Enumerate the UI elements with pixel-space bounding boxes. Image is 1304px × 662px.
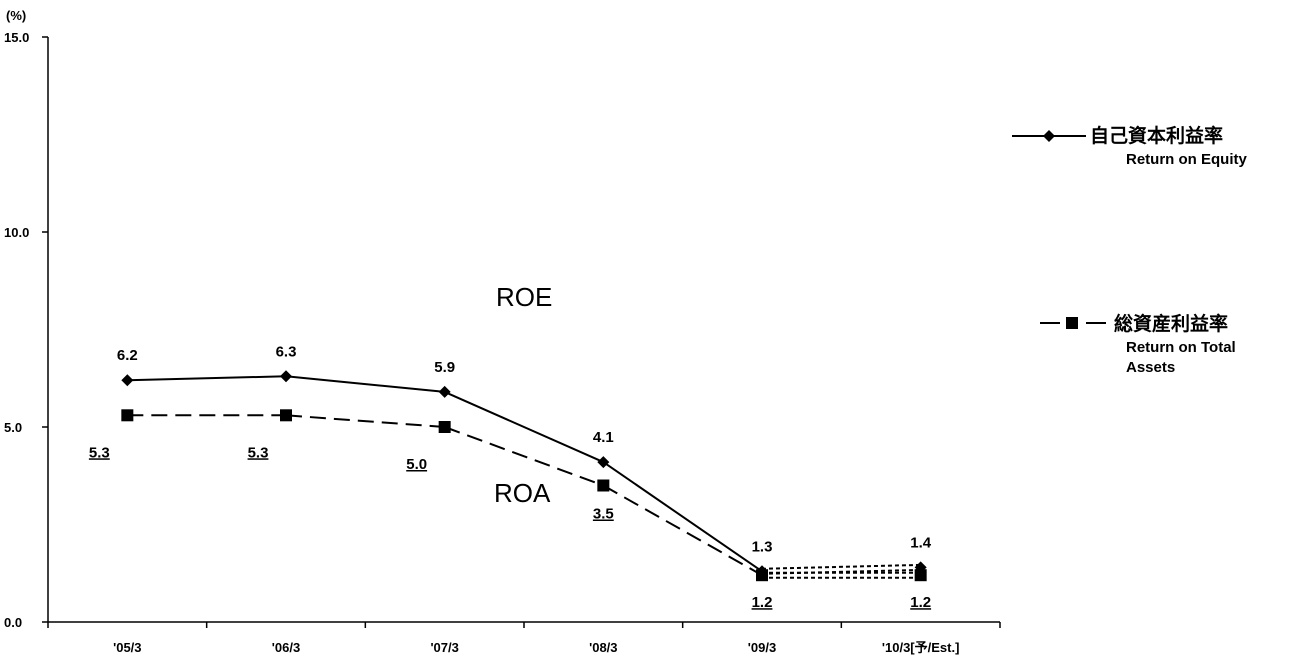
square-marker-icon bbox=[1066, 317, 1078, 329]
roa-data-label: 5.3 bbox=[89, 444, 110, 461]
roe-segment bbox=[285, 375, 445, 393]
roe-data-label: 1.4 bbox=[910, 534, 932, 551]
roe-data-label: 6.3 bbox=[276, 343, 297, 360]
roa-annotation: ROA bbox=[494, 478, 551, 508]
roe-data-label: 4.1 bbox=[593, 429, 614, 446]
diamond-marker-icon bbox=[1043, 130, 1055, 142]
legend-roe-en: Return on Equity bbox=[1126, 151, 1247, 168]
roe-point bbox=[438, 385, 451, 398]
roa-point bbox=[914, 569, 927, 582]
roe-estimate-segment bbox=[761, 563, 921, 570]
roa-point bbox=[438, 421, 451, 433]
x-tick-label: '08/3 bbox=[589, 640, 617, 655]
roa-data-label: 5.3 bbox=[248, 444, 269, 461]
roe-point bbox=[280, 370, 292, 383]
legend-roa-en-line1: Return on Total bbox=[1126, 339, 1236, 356]
legend-roa-en-line2: Assets bbox=[1126, 359, 1175, 376]
chart-series-lines bbox=[127, 375, 921, 579]
roe-segment bbox=[127, 375, 287, 382]
y-tick-label: 15.0 bbox=[4, 30, 29, 45]
roa-segment bbox=[444, 426, 604, 487]
roe-annotation: ROE bbox=[496, 282, 552, 312]
roe-point bbox=[121, 374, 134, 387]
y-tick-label: 5.0 bbox=[4, 420, 22, 435]
roe-segment bbox=[602, 461, 763, 573]
roa-point bbox=[597, 479, 610, 492]
legend-item-roa: 総資産利益率 Return on Total Assets bbox=[1040, 312, 1236, 376]
x-tick-label: '09/3 bbox=[748, 640, 776, 655]
roe-data-label: 6.2 bbox=[117, 347, 138, 364]
legend-item-roe: 自己資本利益率 Return on Equity bbox=[1012, 124, 1247, 168]
roa-segment bbox=[602, 484, 763, 577]
legend-roa-ja: 総資産利益率 bbox=[1114, 312, 1228, 335]
roe-data-label: 1.3 bbox=[752, 538, 773, 555]
roa-data-label: 1.2 bbox=[910, 594, 931, 611]
y-tick-label: 0.0 bbox=[4, 615, 22, 630]
x-tick-label: '05/3 bbox=[113, 640, 141, 655]
chart-data-labels: 6.2 6.3 5.9 4.1 1.3 1.4 5.3 5.3 5.0 3.5 1.2 1.2 bbox=[89, 343, 932, 611]
legend-roe-ja: 自己資本利益率 bbox=[1090, 124, 1223, 147]
roe-data-label: 5.9 bbox=[434, 359, 455, 376]
roa-data-label: 5.0 bbox=[406, 456, 427, 473]
chart-axes: 15.0 10.0 5.0 0.0 '05/3 '06/3 '07/3 '08/3 '09/3 '… bbox=[4, 30, 1001, 655]
roe-segment bbox=[444, 390, 604, 464]
roa-point bbox=[280, 409, 292, 422]
x-tick-label: '10/3[予/Est.] bbox=[882, 640, 960, 655]
roa-data-label: 1.2 bbox=[752, 594, 773, 611]
legend: 自己資本利益率 Return on Equity 総資産利益率 Return o… bbox=[1012, 124, 1247, 376]
roa-point bbox=[121, 409, 134, 422]
chart-markers bbox=[121, 370, 927, 582]
roa-point bbox=[756, 569, 768, 582]
roa-segment bbox=[285, 414, 445, 428]
x-tick-label: '06/3 bbox=[272, 640, 300, 655]
roa-data-label: 3.5 bbox=[593, 506, 614, 523]
roe-point bbox=[597, 456, 610, 469]
y-tick-label: 10.0 bbox=[4, 225, 29, 240]
x-tick-label: '07/3 bbox=[430, 640, 458, 655]
unit-label: (%) bbox=[6, 8, 26, 23]
